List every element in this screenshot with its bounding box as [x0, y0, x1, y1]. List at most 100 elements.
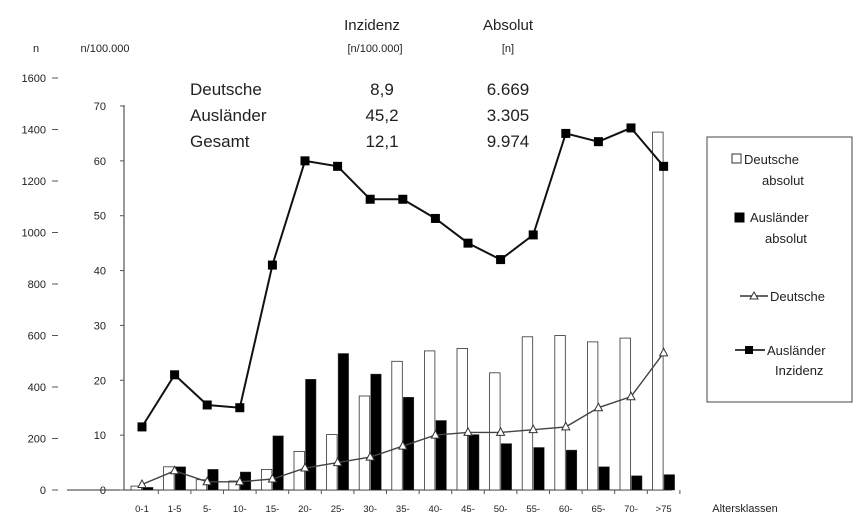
- point-deutsche: [137, 478, 147, 489]
- left-tick-label: 800: [28, 279, 46, 291]
- line-deutsche: [141, 352, 665, 486]
- bar-auslaender-absolut: [207, 469, 219, 491]
- bar-auslaender-absolut: [174, 466, 186, 491]
- point-auslaender-inzidenz: [463, 238, 473, 248]
- bar-auslaender-absolut: [142, 487, 154, 491]
- bar-layer: [130, 131, 675, 491]
- left-tick-label: 600: [28, 331, 46, 343]
- right-axis-title: n/100.000: [81, 43, 130, 55]
- x-tick-label: 1-5: [168, 504, 182, 515]
- point-auslaender-inzidenz: [170, 370, 180, 380]
- stats-row-inzidenz: 45,2: [365, 106, 398, 125]
- bar-deutsche-absolut: [619, 337, 631, 491]
- x-tick-label: 25-: [331, 504, 345, 515]
- point-deutsche: [463, 426, 473, 436]
- x-tick-label: 10-: [233, 504, 247, 515]
- bar-deutsche-absolut: [587, 341, 599, 491]
- bar-auslaender-absolut: [272, 435, 284, 491]
- bar-auslaender-absolut: [337, 353, 349, 491]
- line-auslaender-inzidenz: [141, 126, 665, 428]
- bar-auslaender-absolut: [370, 373, 382, 491]
- bar-deutsche-absolut: [391, 360, 403, 491]
- bar-deutsche-absolut: [130, 485, 142, 491]
- point-deutsche: [528, 424, 539, 434]
- point-deutsche: [300, 462, 310, 472]
- stats-row-label: Deutsche: [190, 80, 262, 99]
- bar-deutsche-absolut: [521, 336, 534, 491]
- bar-auslaender-absolut: [435, 420, 447, 491]
- bar-deutsche-absolut: [423, 350, 436, 491]
- stats-subheader-absolut: [n]: [502, 43, 514, 55]
- x-axis-title: Altersklassen: [712, 503, 777, 515]
- left-tick-label: 200: [28, 434, 46, 446]
- legend-square-icon: [745, 346, 753, 354]
- left-tick-label: 0: [40, 485, 46, 497]
- point-deutsche: [234, 476, 245, 486]
- x-tick-label: 35-: [396, 504, 410, 515]
- legend-swatch-white-square-icon: [731, 153, 742, 164]
- x-tick-label: 60-: [559, 504, 573, 515]
- left-tick-label: 400: [28, 382, 46, 394]
- x-tick-label: 45-: [461, 504, 475, 515]
- stats-table: Inzidenz Absolut [n/100.000] [n] Deutsch…: [190, 17, 534, 151]
- bar-deutsche-absolut: [652, 131, 664, 491]
- stats-subheader-inzidenz: [n/100.000]: [347, 43, 402, 55]
- point-deutsche: [332, 457, 343, 467]
- legend-label: Ausländer: [750, 210, 809, 225]
- legend-label: absolut: [762, 173, 804, 188]
- point-deutsche: [430, 429, 441, 439]
- x-tick-label: 65-: [592, 504, 606, 515]
- bar-deutsche-absolut: [228, 480, 240, 491]
- line-layer: [137, 123, 669, 489]
- bar-auslaender-absolut: [663, 474, 675, 491]
- bar-deutsche-absolut: [163, 466, 175, 491]
- point-auslaender-inzidenz: [267, 260, 277, 270]
- point-auslaender-inzidenz: [202, 400, 212, 410]
- right-tick-label: 40: [94, 266, 106, 278]
- legend-box: [706, 136, 853, 403]
- legend-label: Deutsche: [744, 152, 799, 167]
- point-auslaender-inzidenz: [137, 422, 147, 432]
- bar-auslaender-absolut: [598, 466, 610, 491]
- point-auslaender-inzidenz: [398, 194, 408, 204]
- point-auslaender-inzidenz: [593, 137, 603, 147]
- legend-label: Ausländer: [767, 343, 826, 358]
- stats-row-absolut: 6.669: [487, 80, 530, 99]
- right-axis-ticks: 0 10 20 30 40 50 60 70: [94, 101, 124, 497]
- legend-label: absolut: [765, 231, 807, 246]
- point-auslaender-inzidenz: [430, 213, 440, 223]
- left-axis-ticks: 0 200 400 600 800 1000 1200 1400 1600: [22, 73, 58, 497]
- bar-auslaender-absolut: [566, 449, 578, 491]
- bar-auslaender-absolut: [631, 475, 643, 491]
- point-deutsche: [495, 426, 506, 436]
- x-tick-label: 20-: [298, 504, 312, 515]
- bar-auslaender-absolut: [468, 434, 480, 491]
- point-auslaender-inzidenz: [528, 230, 538, 240]
- right-tick-label: 20: [94, 375, 106, 387]
- bar-auslaender-absolut: [533, 447, 545, 491]
- bar-auslaender-absolut: [500, 443, 512, 491]
- left-tick-label: 1400: [22, 125, 46, 137]
- right-tick-label: 10: [94, 430, 106, 442]
- point-deutsche: [365, 451, 376, 461]
- point-auslaender-inzidenz: [659, 161, 669, 171]
- x-tick-label: 70-: [624, 504, 638, 515]
- x-tick-label: 15-: [266, 504, 280, 515]
- point-auslaender-inzidenz: [235, 403, 245, 413]
- bar-deutsche-absolut: [554, 335, 566, 491]
- x-axis-ticks: 0-1 1-5 5- 10- 15- 20- 25- 30- 35- 40- 45- 50- 55- 60…: [135, 490, 681, 515]
- point-deutsche: [626, 391, 636, 401]
- stats-row-label: Gesamt: [190, 132, 250, 151]
- right-tick-label: 70: [94, 101, 106, 113]
- stats-row-label: Ausländer: [190, 106, 267, 125]
- bar-auslaender-absolut: [305, 379, 317, 491]
- point-auslaender-inzidenz: [626, 123, 636, 133]
- left-tick-label: 1200: [22, 176, 46, 188]
- bar-deutsche-absolut: [456, 347, 468, 491]
- right-tick-label: 50: [94, 211, 106, 223]
- point-deutsche: [202, 476, 213, 486]
- point-deutsche: [267, 473, 278, 483]
- right-tick-label: 30: [94, 320, 106, 332]
- stats-row-inzidenz: 8,9: [370, 80, 394, 99]
